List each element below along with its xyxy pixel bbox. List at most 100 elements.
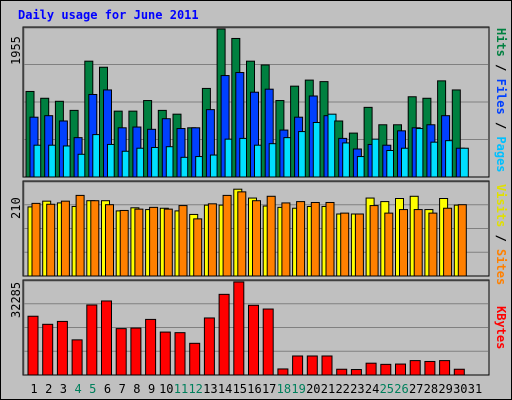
bar-sites-day-25 [384, 212, 394, 277]
x-tick-label-day-7: 7 [118, 382, 126, 396]
x-tick-label-day-12: 12 [188, 382, 203, 396]
bar-sites-day-10 [163, 208, 173, 277]
legend-bottom: KBytes [494, 306, 508, 349]
bar-sites-day-22 [340, 212, 350, 277]
bar-kbytes-day-20 [306, 355, 318, 376]
x-tick-label-day-30: 30 [453, 382, 468, 396]
x-tick-label-day-13: 13 [203, 382, 218, 396]
x-tick-label-day-24: 24 [364, 382, 380, 396]
bar-sites-day-2 [46, 203, 56, 277]
x-tick-label-day-18: 18 [276, 382, 292, 396]
x-tick-label-day-8: 8 [133, 382, 141, 396]
bar-kbytes-day-30 [453, 368, 465, 376]
bar-kbytes-day-24 [365, 362, 377, 376]
bar-kbytes-day-15 [233, 281, 245, 376]
bar-kbytes-day-5 [86, 304, 98, 376]
bar-kbytes-day-3 [56, 320, 68, 376]
bar-sites-day-24 [369, 205, 379, 277]
x-tick-label-day-26: 26 [394, 382, 409, 396]
bar-kbytes-day-23 [350, 369, 362, 376]
legend-part: / [494, 114, 508, 137]
legend-part: / [494, 227, 508, 250]
x-tick-label-day-1: 1 [30, 382, 38, 396]
x-tick-label-day-27: 27 [408, 382, 424, 396]
y-max-label-middle: 210 [9, 197, 23, 219]
x-tick-label-day-28: 28 [423, 382, 439, 396]
legend-part: Sites [494, 249, 508, 286]
x-tick-label-day-23: 23 [350, 382, 365, 396]
bar-kbytes-day-7 [115, 328, 127, 376]
x-tick-label-day-3: 3 [59, 382, 67, 396]
bar-kbytes-day-29 [439, 360, 451, 376]
bar-sites-day-7 [119, 209, 129, 277]
bar-sites-day-30 [457, 204, 467, 277]
bar-sites-day-29 [443, 207, 453, 277]
bar-sites-day-8 [134, 208, 144, 277]
bar-kbytes-day-13 [203, 317, 215, 376]
x-tick-label-day-19: 19 [291, 382, 306, 396]
x-tick-label-day-9: 9 [147, 382, 156, 396]
bar-kbytes-day-8 [130, 327, 142, 376]
bar-sites-day-3 [60, 200, 70, 277]
x-tick-label-day-20: 20 [306, 382, 321, 396]
bar-sites-day-18 [281, 202, 291, 277]
bar-kbytes-day-6 [101, 300, 112, 376]
bar-kbytes-day-28 [424, 360, 436, 376]
bar-sites-day-12 [193, 218, 203, 277]
bar-kbytes-day-14 [218, 293, 230, 376]
bar-kbytes-day-18 [277, 368, 289, 376]
bar-kbytes-day-22 [336, 368, 348, 376]
bar-sites-day-13 [207, 203, 217, 277]
x-tick-label-day-10: 10 [159, 382, 174, 396]
bar-kbytes-day-27 [409, 360, 421, 376]
bar-kbytes-day-16 [248, 304, 259, 376]
legend-top: Hits / Files / Pages [494, 28, 508, 173]
bar-sites-day-16 [252, 200, 261, 277]
bar-kbytes-day-12 [189, 342, 201, 376]
bar-kbytes-day-10 [159, 331, 171, 376]
bar-sites-day-28 [428, 212, 438, 277]
bar-kbytes-day-11 [174, 332, 186, 376]
bar-kbytes-day-17 [262, 308, 274, 376]
bar-sites-day-15 [237, 191, 247, 277]
legend-part: Files [494, 78, 508, 115]
legend-part: KBytes [494, 306, 508, 350]
x-tick-label-day-21: 21 [320, 382, 336, 396]
legend-part: Hits [494, 28, 508, 57]
legend-part: Pages [494, 136, 508, 173]
bar-sites-day-14 [222, 194, 232, 277]
bar-sites-day-21 [325, 201, 335, 277]
bar-sites-day-6 [105, 204, 114, 277]
x-tick-label-day-15: 15 [232, 382, 248, 396]
bar-kbytes-day-2 [42, 323, 54, 376]
bar-sites-day-9 [149, 206, 159, 277]
bar-sites-day-5 [90, 200, 100, 277]
x-tick-label-day-2: 2 [45, 382, 53, 396]
x-tick-label-day-5: 5 [89, 382, 97, 396]
legend-part: / [494, 56, 508, 79]
bar-kbytes-day-4 [71, 339, 83, 376]
bar-kbytes-day-9 [145, 318, 157, 376]
x-tick-label-day-11: 11 [173, 382, 189, 396]
bar-kbytes-day-21 [321, 355, 333, 376]
bar-sites-day-1 [31, 202, 41, 277]
x-tick-label-day-14: 14 [217, 382, 233, 396]
bar-sites-day-11 [178, 205, 188, 277]
x-tick-label-day-6: 6 [103, 382, 112, 396]
chart-title: Daily usage for June 2011 [18, 8, 199, 22]
bar-sites-day-17 [266, 195, 276, 277]
bar-sites-day-19 [296, 201, 306, 277]
bar-kbytes-day-19 [292, 355, 304, 376]
x-tick-label-day-4: 4 [74, 382, 82, 396]
x-tick-label-day-22: 22 [335, 382, 350, 396]
x-tick-label-day-17: 17 [261, 382, 277, 396]
bar-kbytes-day-25 [380, 363, 392, 376]
bar-sites-day-4 [75, 194, 85, 277]
bar-pages-day-30 [459, 147, 469, 178]
y-max-label-bottom: 32285 [9, 281, 23, 318]
legend-middle: Visits / Sites [494, 184, 508, 285]
x-tick-label-day-31: 31 [467, 382, 483, 396]
bar-sites-day-26 [399, 209, 408, 277]
bar-kbytes-day-1 [27, 315, 39, 376]
